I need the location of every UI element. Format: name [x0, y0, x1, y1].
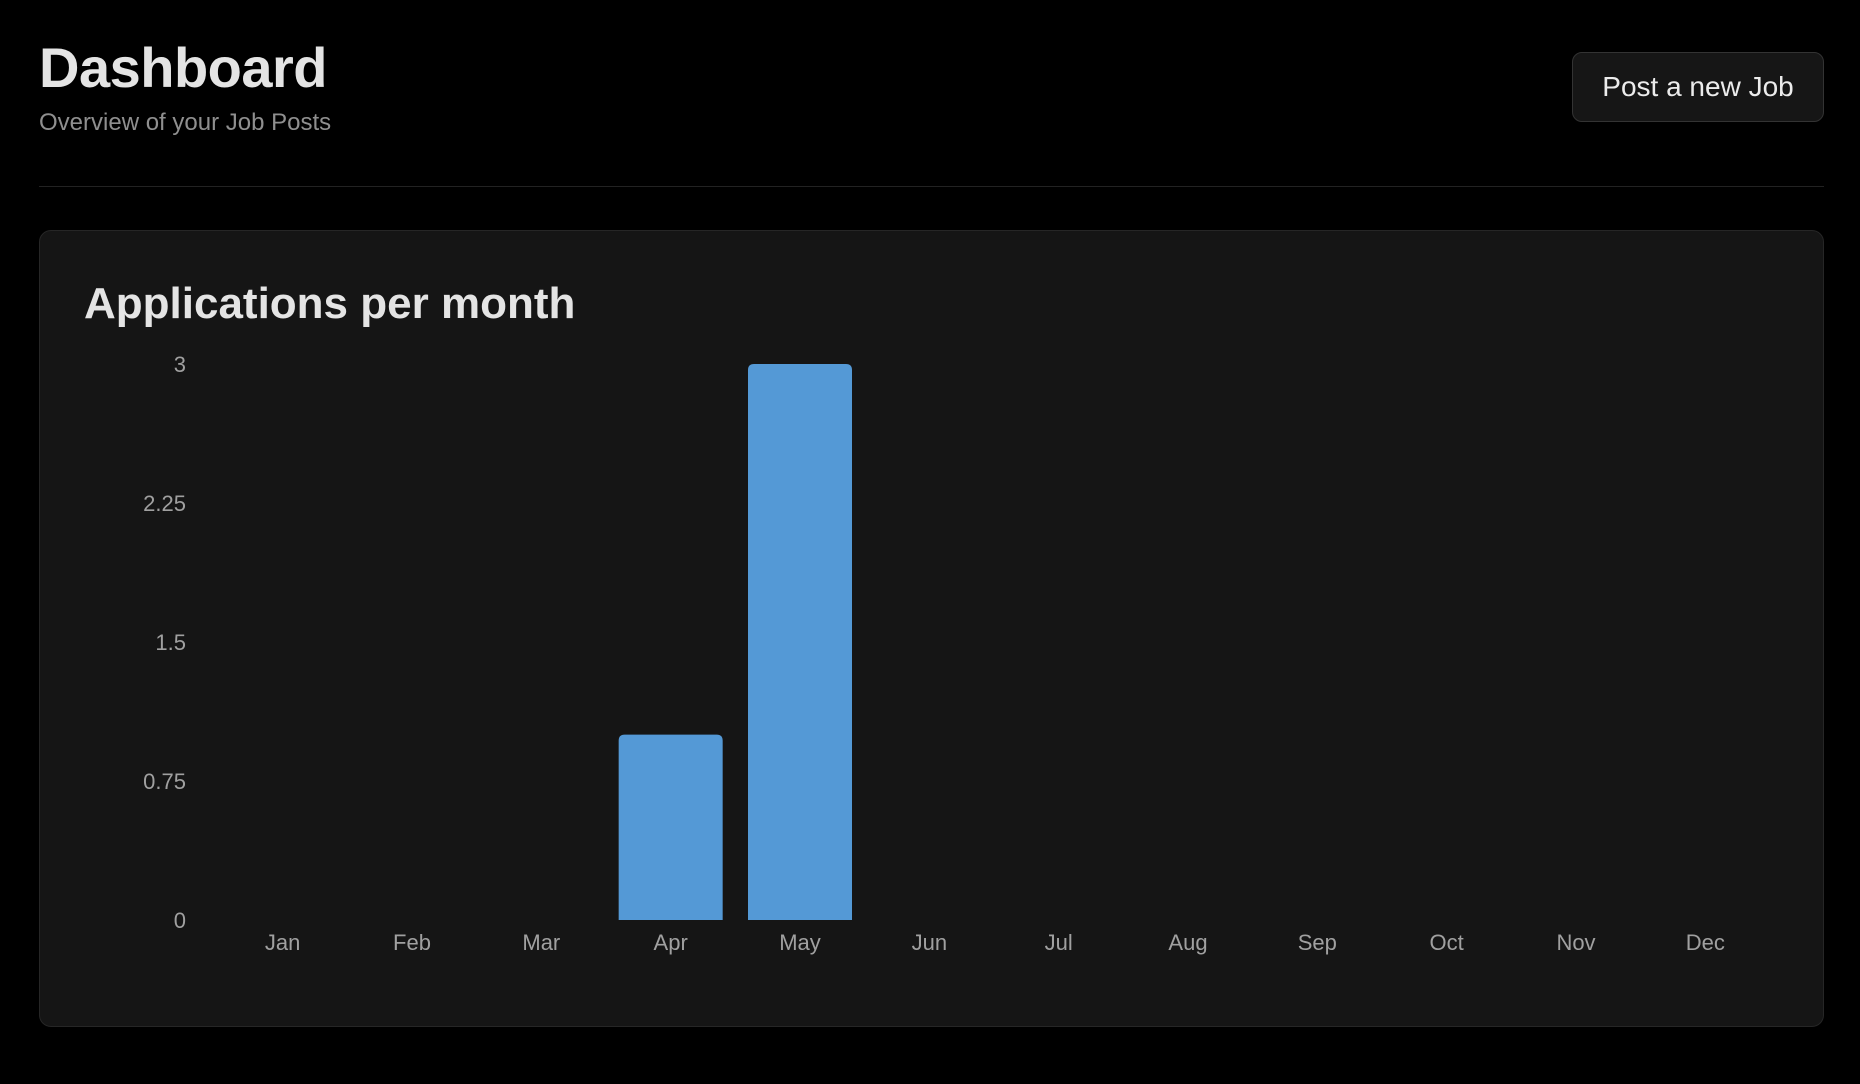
- header-divider: [39, 186, 1824, 187]
- x-tick-label-sep: Sep: [1298, 930, 1337, 955]
- x-tick-label-apr: Apr: [654, 930, 688, 955]
- x-tick-label-mar: Mar: [522, 930, 560, 955]
- page-header: Dashboard Overview of your Job Posts Pos…: [39, 36, 1824, 136]
- x-tick-label-aug: Aug: [1168, 930, 1207, 955]
- y-tick-label: 1.5: [155, 630, 186, 655]
- x-tick-label-jan: Jan: [265, 930, 300, 955]
- y-tick-label: 0: [174, 908, 186, 933]
- bar-apr: [618, 734, 723, 920]
- y-tick-label: 0.75: [143, 769, 186, 794]
- y-tick-label: 2.25: [143, 491, 186, 516]
- x-tick-label-oct: Oct: [1430, 930, 1464, 955]
- bar-may: [748, 364, 852, 920]
- applications-chart-card: Applications per month 0 0.75 1.5 2.25 3 Jan F…: [39, 230, 1824, 1027]
- x-tick-label-dec: Dec: [1686, 930, 1725, 955]
- x-tick-label-nov: Nov: [1556, 930, 1595, 955]
- x-tick-label-feb: Feb: [393, 930, 431, 955]
- page-subtitle: Overview of your Job Posts: [39, 109, 332, 136]
- x-tick-label-jun: Jun: [912, 930, 947, 955]
- post-new-job-button[interactable]: Post a new Job: [1572, 52, 1824, 122]
- y-tick-label: 3: [174, 352, 186, 377]
- chart-title: Applications per month: [84, 279, 576, 328]
- x-tick-label-may: May: [779, 930, 821, 955]
- x-tick-label-jul: Jul: [1045, 930, 1073, 955]
- page-title: Dashboard: [39, 36, 328, 99]
- applications-bar-chart: 0 0.75 1.5 2.25 3 Jan Feb Mar Apr May Jun Jul Aug Sep…: [143, 352, 1725, 955]
